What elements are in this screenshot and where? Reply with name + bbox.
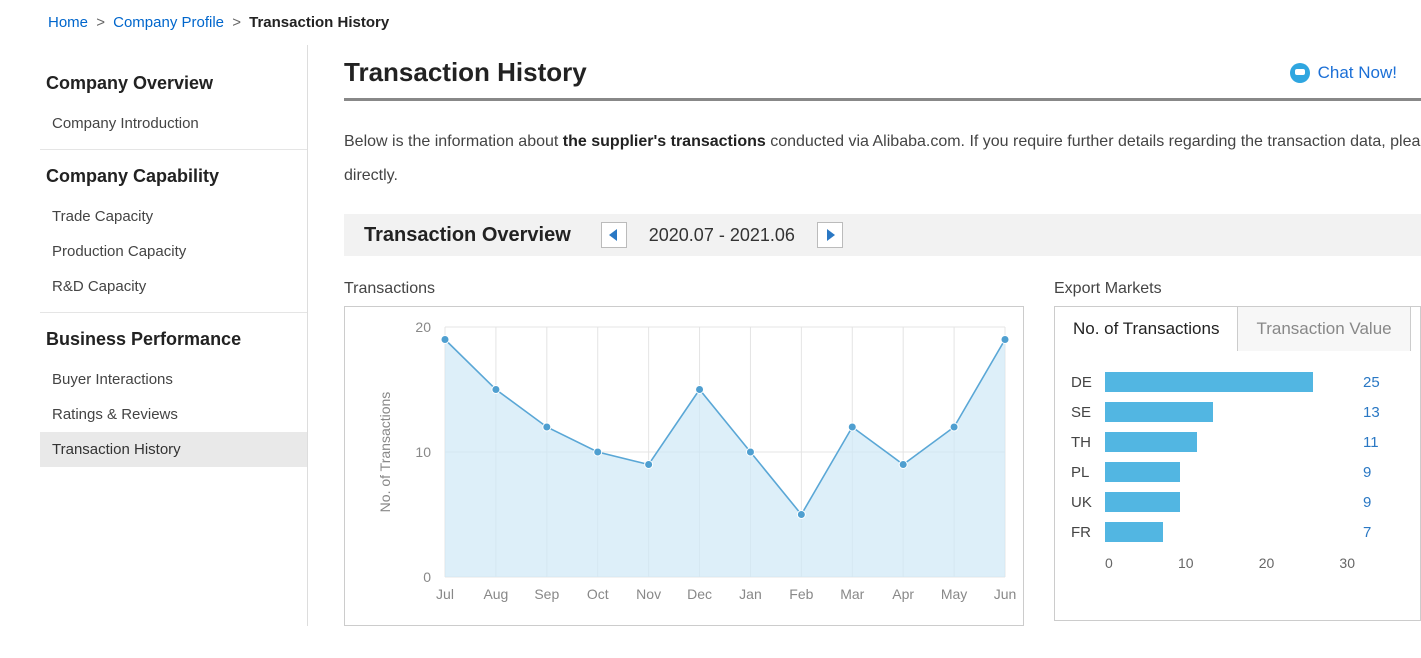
breadcrumb-home[interactable]: Home: [48, 14, 88, 31]
export-bar-label: DE: [1071, 374, 1105, 391]
export-bar-row: TH 11: [1071, 429, 1404, 455]
sidebar-item[interactable]: Transaction History: [40, 432, 307, 467]
svg-text:20: 20: [415, 319, 431, 335]
svg-text:10: 10: [415, 444, 431, 460]
chat-now-label: Chat Now!: [1318, 63, 1397, 83]
export-bar-label: PL: [1071, 464, 1105, 481]
page-title-row: Transaction History Chat Now!: [344, 57, 1421, 101]
sidebar-heading: Business Performance: [40, 313, 307, 362]
intro-text: Below is the information about the suppl…: [344, 125, 1421, 192]
sidebar-heading: Company Capability: [40, 150, 307, 199]
overview-bar: Transaction Overview 2020.07 - 2021.06: [344, 214, 1421, 256]
transactions-chart-block: Transactions 0 10 20 Jul Aug Sep Oct Nov Dec Jan F…: [344, 280, 1024, 626]
export-bar-label: UK: [1071, 494, 1105, 511]
breadcrumb-sep: >: [96, 14, 105, 31]
export-bar-row: FR 7: [1071, 519, 1404, 545]
prev-period-button[interactable]: [601, 222, 627, 248]
export-bar-label: SE: [1071, 404, 1105, 421]
svg-text:0: 0: [423, 569, 431, 585]
export-bar-row: PL 9: [1071, 459, 1404, 485]
svg-text:Aug: Aug: [483, 586, 508, 602]
chat-now-button[interactable]: Chat Now!: [1290, 63, 1397, 83]
export-tab[interactable]: Transaction Value: [1238, 307, 1410, 351]
export-markets-title: Export Markets: [1054, 280, 1421, 298]
svg-text:Jan: Jan: [739, 586, 762, 602]
svg-text:Jun: Jun: [994, 586, 1017, 602]
transactions-chart-title: Transactions: [344, 280, 1024, 298]
export-bar-value: 9: [1363, 494, 1371, 511]
svg-text:Sep: Sep: [534, 586, 559, 602]
sidebar-item[interactable]: Ratings & Reviews: [40, 397, 307, 432]
page-title: Transaction History: [344, 57, 1290, 88]
overview-title: Transaction Overview: [364, 224, 571, 247]
svg-text:Mar: Mar: [840, 586, 864, 602]
chat-icon: [1290, 63, 1310, 83]
breadcrumb: Home > Company Profile > Transaction His…: [0, 0, 1421, 45]
svg-text:Nov: Nov: [636, 586, 661, 602]
sidebar-item[interactable]: Trade Capacity: [40, 199, 307, 234]
sidebar-heading: Company Overview: [40, 57, 307, 106]
export-axis: 0102030: [1105, 555, 1355, 571]
breadcrumb-profile[interactable]: Company Profile: [113, 14, 224, 31]
export-bar-value: 11: [1363, 434, 1379, 451]
export-bar-value: 7: [1363, 524, 1371, 541]
date-range: 2020.07 - 2021.06: [639, 225, 805, 246]
svg-text:Apr: Apr: [892, 586, 914, 602]
sidebar-item[interactable]: R&D Capacity: [40, 269, 307, 304]
sidebar-item[interactable]: Company Introduction: [40, 106, 307, 141]
svg-text:May: May: [941, 586, 967, 602]
svg-text:No. of Transactions: No. of Transactions: [377, 392, 393, 513]
breadcrumb-sep: >: [232, 14, 241, 31]
export-bar-value: 13: [1363, 404, 1380, 421]
export-tabs: No. of TransactionsTransaction Value: [1054, 306, 1421, 351]
transactions-line-chart: 0 10 20 Jul Aug Sep Oct Nov Dec Jan Feb Mar Apr May Ju…: [344, 306, 1024, 626]
svg-text:Jul: Jul: [436, 586, 454, 602]
breadcrumb-current: Transaction History: [249, 14, 389, 31]
next-period-button[interactable]: [817, 222, 843, 248]
export-bar-row: UK 9: [1071, 489, 1404, 515]
svg-text:Dec: Dec: [687, 586, 712, 602]
sidebar: Company OverviewCompany Introduction Comp…: [40, 45, 308, 626]
svg-text:Oct: Oct: [587, 586, 609, 602]
sidebar-item[interactable]: Buyer Interactions: [40, 362, 307, 397]
export-tab[interactable]: No. of Transactions: [1055, 307, 1238, 351]
svg-text:Feb: Feb: [789, 586, 813, 602]
main-content: Transaction History Chat Now! Below is t…: [308, 45, 1421, 626]
export-bar-value: 9: [1363, 464, 1371, 481]
export-bar-label: TH: [1071, 434, 1105, 451]
export-bar-value: 25: [1363, 374, 1380, 391]
sidebar-item[interactable]: Production Capacity: [40, 234, 307, 269]
export-bar-row: DE 25: [1071, 369, 1404, 395]
export-markets-block: Export Markets No. of TransactionsTransa…: [1054, 280, 1421, 626]
export-bar-label: FR: [1071, 524, 1105, 541]
export-bar-row: SE 13: [1071, 399, 1404, 425]
export-markets-chart: DE 25 SE 13 TH 11 PL 9 UK 9 FR 7 0102030: [1054, 351, 1421, 621]
